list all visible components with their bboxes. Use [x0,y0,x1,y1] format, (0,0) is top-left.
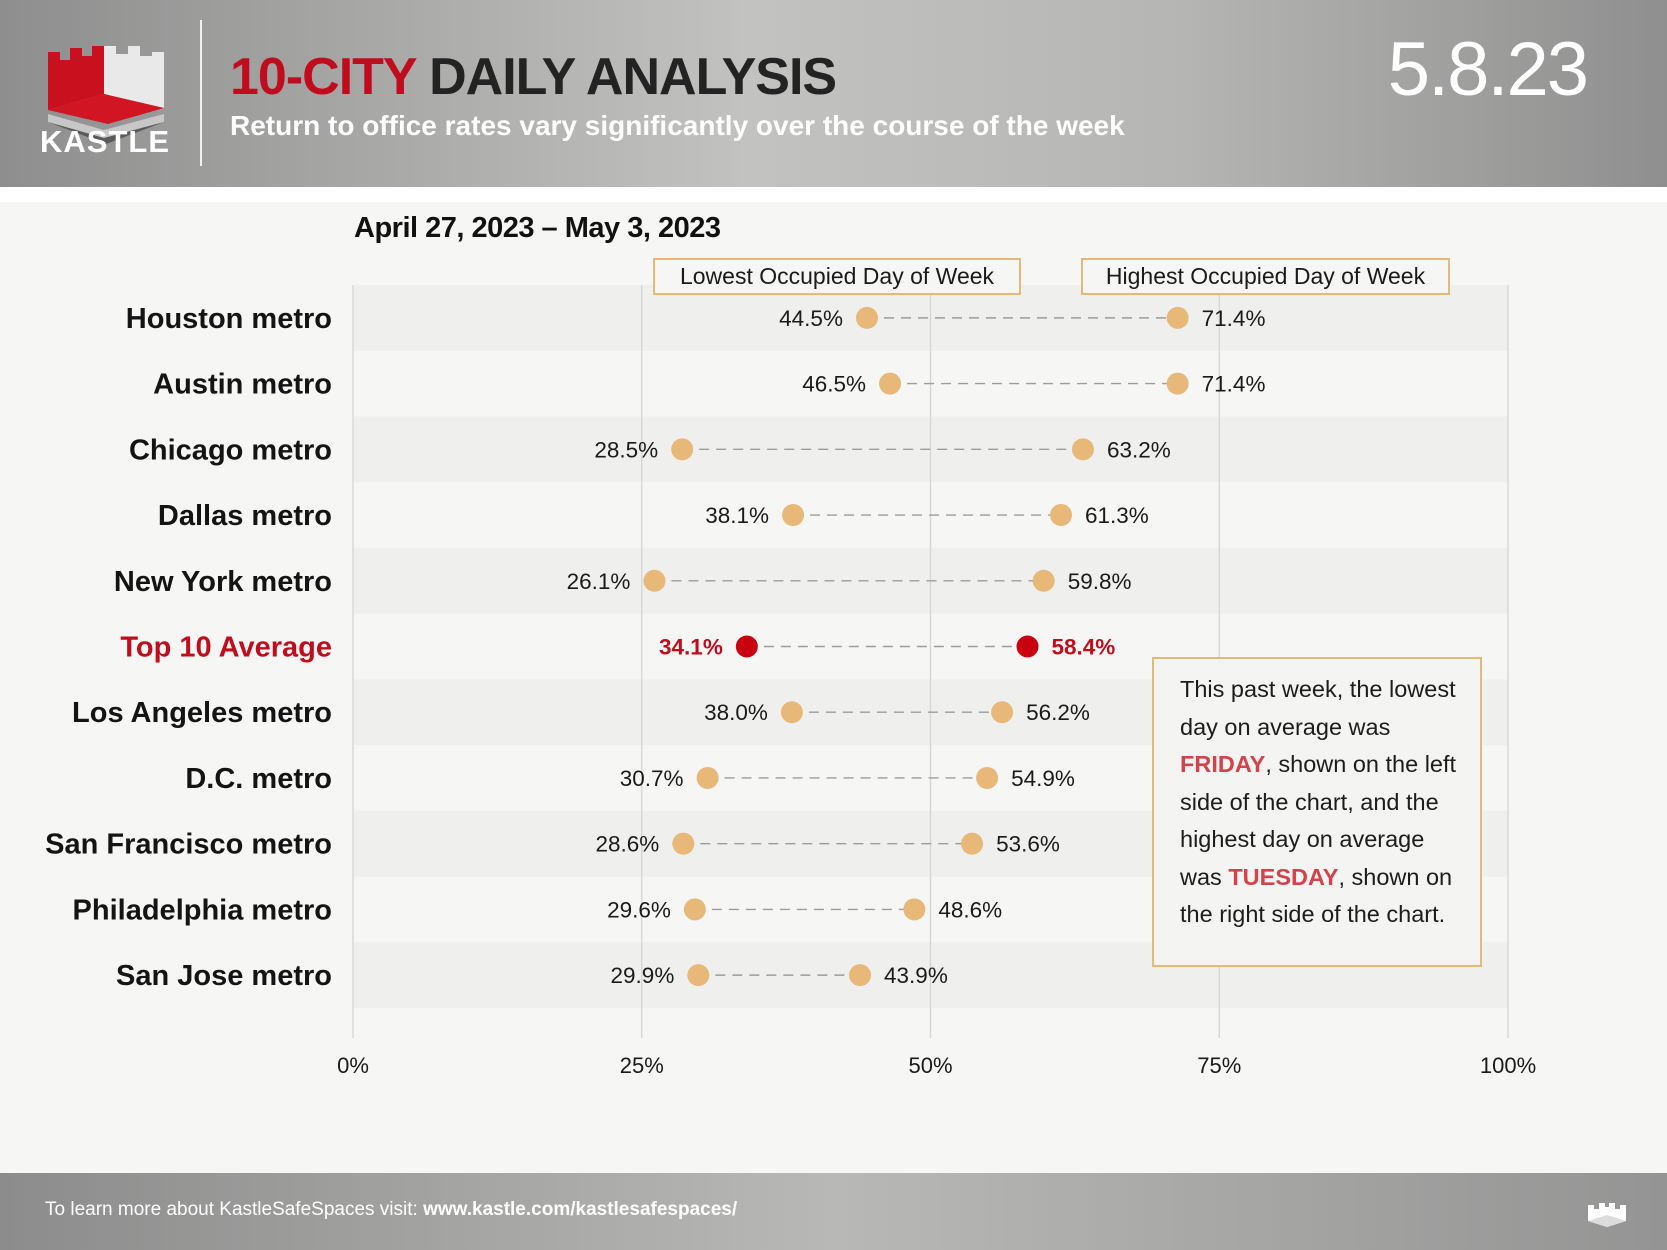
low-value-label: 29.9% [611,963,675,988]
note-text-3: , shown on the right side of the chart. [1180,863,1453,928]
high-dot [961,832,984,855]
low-dot [671,438,694,461]
high-value-label: 54.9% [1011,766,1075,791]
low-value-label: 34.1% [659,635,723,660]
high-dot [1050,504,1073,527]
high-dot [991,701,1014,724]
logo-text: KASTLE [40,124,170,159]
footer-text: To learn more about KastleSafeSpaces vis… [45,1199,737,1221]
row-label: Top 10 Average [120,632,332,664]
row-label: Austin metro [153,369,332,401]
low-value-label: 29.6% [607,897,671,922]
high-dot [1166,306,1189,329]
header-vertical-divider [200,20,202,166]
dumbbell-chart: 0% 25% 50% 75% 100% Lowest Occupied Day of We… [45,258,1536,1078]
legend-label: Highest Occupied Day of Week [1106,263,1426,289]
x-tick-label: 0% [337,1053,369,1078]
low-dot [687,964,710,987]
footer-link[interactable]: www.kastle.com/kastlesafespaces/ [423,1199,738,1220]
low-dot [672,832,695,855]
low-value-label: 28.6% [596,832,660,857]
row-label: Los Angeles metro [72,697,332,729]
low-value-label: 30.7% [620,766,684,791]
x-tick-label: 50% [908,1053,952,1078]
legend-label: Lowest Occupied Day of Week [680,263,995,289]
row-label: Philadelphia metro [73,894,332,926]
high-value-label: 58.4% [1052,635,1116,660]
high-dot [1016,635,1039,658]
low-value-label: 44.5% [779,306,843,331]
high-dot [1166,372,1189,395]
row-label: San Francisco metro [45,829,332,861]
report-date: 5.8.23 [1387,27,1589,112]
high-value-label: 43.9% [884,963,948,988]
row-label: D.C. metro [185,763,332,795]
high-dot [849,964,872,987]
legend-box [1081,258,1450,295]
high-value-label: 71.4% [1202,372,1266,397]
low-value-label: 38.0% [704,700,768,725]
title-rest: DAILY ANALYSIS [415,48,837,106]
castle-icon [1588,1203,1626,1227]
row-label: Dallas metro [158,500,332,532]
page-title: 10-CITY DAILY ANALYSIS [230,45,837,109]
low-dot [780,701,803,724]
low-dot [735,635,758,658]
high-value-label: 71.4% [1202,306,1266,331]
header-divider-band [0,187,1667,202]
row-label: New York metro [114,566,332,598]
low-dot [696,766,719,789]
page-subtitle: Return to office rates vary significantl… [230,110,1125,141]
note-box: This past week, the lowest day on averag… [1152,657,1482,967]
x-tick-label: 25% [620,1053,664,1078]
x-tick-label: 75% [1197,1053,1241,1078]
low-dot [782,504,805,527]
title-accent: 10-CITY [230,48,417,106]
row-label: San Jose metro [116,960,332,992]
low-dot [879,372,902,395]
high-value-label: 53.6% [996,832,1060,857]
footer-bar: To learn more about KastleSafeSpaces vis… [0,1173,1667,1250]
note-text-2: , shown on the left side of the chart, a… [1180,751,1457,890]
high-dot [1032,569,1055,592]
high-value-label: 48.6% [938,897,1002,922]
high-value-label: 61.3% [1085,503,1149,528]
high-value-label: 56.2% [1026,700,1090,725]
note-text-1: This past week, the lowest day on averag… [1180,676,1456,740]
row-label: Chicago metro [129,434,332,466]
low-value-label: 38.1% [705,503,769,528]
footer-label: To learn more about KastleSafeSpaces vis… [45,1199,424,1220]
high-dot [976,766,999,789]
low-value-label: 28.5% [594,437,658,462]
low-dot [643,569,666,592]
high-value-label: 63.2% [1107,437,1171,462]
low-dot [855,306,878,329]
kastle-logo-icon [48,46,164,144]
low-value-label: 46.5% [802,372,866,397]
note-high-day: TUESDAY [1228,863,1339,890]
low-value-label: 26.1% [567,569,631,594]
row-label: Houston metro [126,303,332,335]
high-value-label: 59.8% [1068,569,1132,594]
header-bar [0,0,1667,187]
date-range: April 27, 2023 – May 3, 2023 [354,212,721,244]
note-low-day: FRIDAY [1180,751,1266,777]
high-dot [903,898,926,921]
low-dot [683,898,706,921]
legend-box [653,258,1021,295]
high-dot [1071,438,1094,461]
x-tick-label: 100% [1480,1053,1536,1078]
